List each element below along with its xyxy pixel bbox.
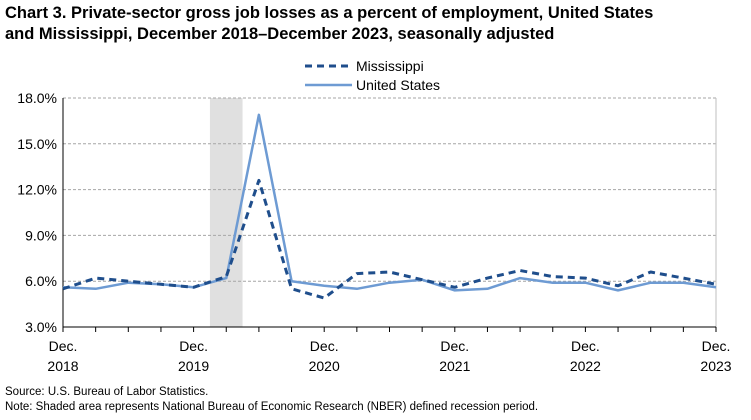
y-tick-label: 15.0% [17,136,57,152]
y-tick-label: 12.0% [17,182,57,198]
x-tick-label-year: 2019 [178,358,209,374]
x-tick-label-month: Dec. [440,338,469,354]
recession-shading [209,98,243,327]
y-tick-label: 6.0% [25,273,57,289]
x-tick-label-year: 2020 [309,358,340,374]
legend-label: United States [356,77,440,93]
footnote: Note: Shaded area represents National Bu… [5,401,539,413]
line-chart: 3.0% 6.0% 9.0% 12.0% 15.0% 18.0% Dec. 2018 Dec. 2… [17,58,731,374]
y-tick-label: 18.0% [17,90,57,106]
x-tick-label-month: Dec. [571,338,600,354]
x-tick-label-year: 2018 [47,358,78,374]
x-tick-label-year: 2021 [439,358,470,374]
chart-title-line1: Chart 3. Private-sector gross job losses… [5,4,654,22]
chart-notes: Source: U.S. Bureau of Labor Statistics.… [5,385,745,415]
x-tick-label-month: Dec. [49,338,78,354]
series-line-united-states [62,113,717,292]
chart-title: Chart 3. Private-sector gross job losses… [5,3,745,45]
x-tick-label-month: Dec. [702,338,731,354]
chart-title-line2: and Mississippi, December 2018–December … [5,25,555,43]
source-note: Source: U.S. Bureau of Labor Statistics. [5,386,209,398]
series-line-mississippi [62,178,717,300]
y-tick-label: 9.0% [25,227,57,243]
x-tick-label-year: 2023 [700,358,731,374]
x-tick-label-year: 2022 [570,358,601,374]
legend-label: Mississippi [356,58,424,74]
y-tick-label: 3.0% [25,319,57,335]
x-tick-label-month: Dec. [310,338,339,354]
x-tick-label-month: Dec. [179,338,208,354]
